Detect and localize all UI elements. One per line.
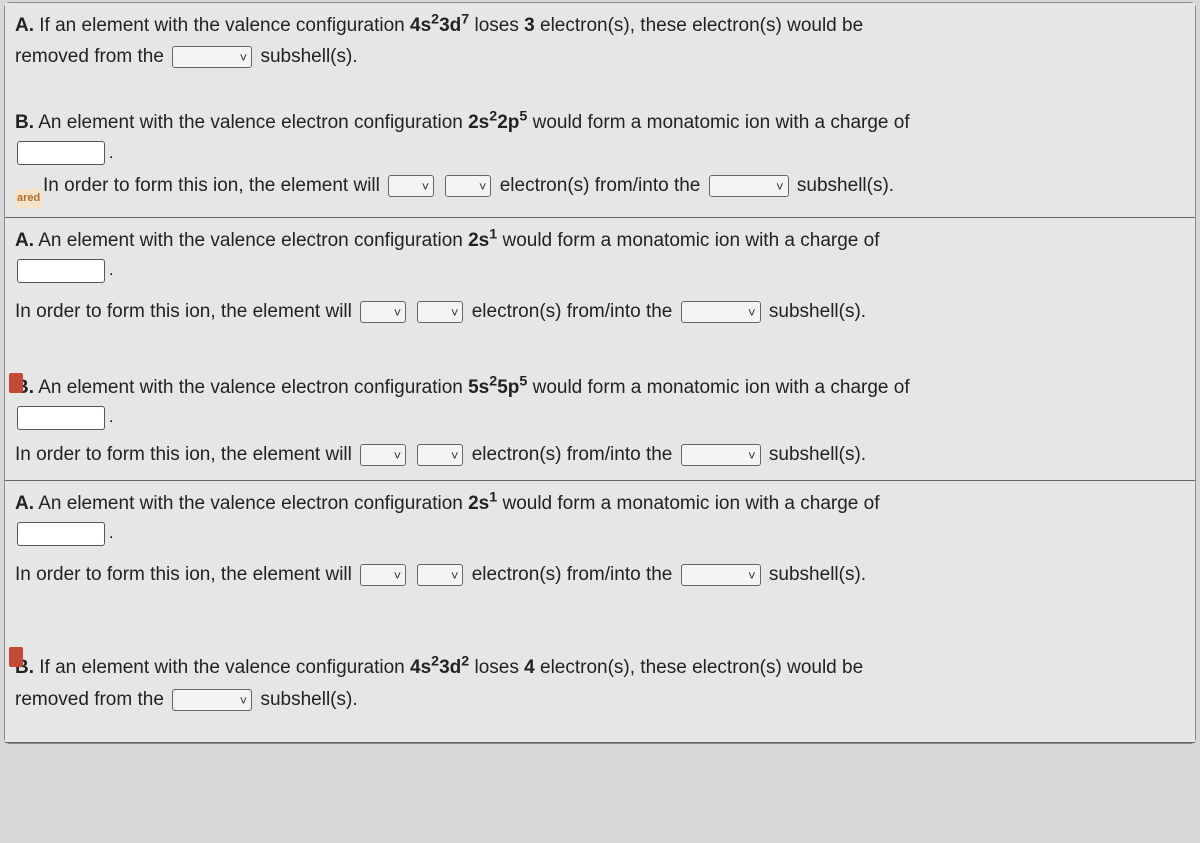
q5-formula: 2s1: [468, 493, 497, 514]
q5-charge-row: .: [15, 522, 1185, 546]
red-marker-1: [9, 373, 23, 393]
q6-text-before: If an element with the valence configura…: [39, 657, 404, 678]
q1-text-after1: electron(s), these electron(s) would be: [540, 15, 863, 36]
q3-text-before: An element with the valence electron con…: [38, 230, 463, 251]
label-a3: A.: [15, 493, 34, 514]
q2-line3: ared In order to form this ion, the elem…: [15, 171, 1185, 200]
q6-text-after1: electron(s), these electron(s) would be: [540, 657, 863, 678]
q6-line2-before: removed from the: [15, 689, 164, 710]
q5-line3: In order to form this ion, the element w…: [15, 560, 1185, 589]
q2-charge-row: .: [15, 141, 1185, 165]
q3-subshell-select[interactable]: [681, 301, 761, 323]
q4-count-select[interactable]: [417, 444, 463, 466]
q3-line3-before: In order to form this ion, the element w…: [15, 301, 352, 322]
q2-text-before: An element with the valence electron con…: [38, 112, 463, 133]
q5-text-after: would form a monatomic ion with a charge…: [502, 493, 879, 514]
q4-line3-mid: electron(s) from/into the: [472, 444, 673, 465]
q3-line3: In order to form this ion, the element w…: [15, 297, 1185, 326]
q3-formula: 2s1: [468, 230, 497, 251]
question-a2: A. An element with the valence electron …: [15, 226, 1185, 255]
q3-charge-input[interactable]: [17, 259, 105, 283]
q4-charge-row: .: [15, 406, 1185, 430]
q2-formula: 2s22p5: [468, 112, 527, 133]
q2-line3-mid: electron(s) from/into the: [500, 175, 701, 196]
label-a2: A.: [15, 230, 34, 251]
q6-line2-after: subshell(s).: [260, 689, 357, 710]
q2-count-select[interactable]: [445, 175, 491, 197]
q3-line3-mid: electron(s) from/into the: [472, 301, 673, 322]
q4-subshell-select[interactable]: [681, 444, 761, 466]
q4-text-before: An element with the valence electron con…: [38, 377, 463, 398]
question-b2: B. An element with the valence electron …: [15, 373, 1185, 402]
q4-gainlose-select[interactable]: [360, 444, 406, 466]
q2-line3-before: In order to form this ion, the element w…: [15, 175, 380, 196]
q5-charge-input[interactable]: [17, 522, 105, 546]
q5-line3-before: In order to form this ion, the element w…: [15, 564, 352, 585]
red-marker-2: [9, 647, 23, 667]
q4-line3-after: subshell(s).: [769, 444, 866, 465]
q1-text-before: If an element with the valence configura…: [39, 15, 404, 36]
q4-charge-input[interactable]: [17, 406, 105, 430]
q5-line3-mid: electron(s) from/into the: [472, 564, 673, 585]
q3-gainlose-select[interactable]: [360, 301, 406, 323]
q3-line3-after: subshell(s).: [769, 301, 866, 322]
q2-gainlose-select[interactable]: [388, 175, 434, 197]
q3-text-after: would form a monatomic ion with a charge…: [502, 230, 879, 251]
q6-text-mid: loses: [475, 657, 519, 678]
q2-cut-label: ared: [15, 189, 42, 208]
q2-period: .: [109, 145, 113, 162]
q4-formula: 5s25p5: [468, 377, 527, 398]
q1-count: 3: [524, 15, 535, 36]
q3-charge-row: .: [15, 259, 1185, 283]
q2-line3-after: subshell(s).: [797, 175, 894, 196]
q2-subshell-select[interactable]: [709, 175, 789, 197]
q5-gainlose-select[interactable]: [360, 564, 406, 586]
q5-count-select[interactable]: [417, 564, 463, 586]
q1-subshell-select[interactable]: [172, 46, 252, 68]
q2-charge-input[interactable]: [17, 141, 105, 165]
q1-line2-before: removed from the: [15, 46, 164, 67]
q1-text-mid: loses: [475, 15, 519, 36]
q1-formula: 4s23d7: [410, 15, 469, 36]
q6-subshell-select[interactable]: [172, 689, 252, 711]
q3-count-select[interactable]: [417, 301, 463, 323]
q6-line2: removed from the subshell(s).: [15, 685, 1185, 714]
q1-line2: removed from the subshell(s).: [15, 42, 1185, 71]
question-a3: A. An element with the valence electron …: [15, 489, 1185, 518]
q5-line3-after: subshell(s).: [769, 564, 866, 585]
q1-line2-after: subshell(s).: [260, 46, 357, 67]
question-a1: A. If an element with the valence config…: [15, 11, 1185, 40]
q5-subshell-select[interactable]: [681, 564, 761, 586]
q3-period: .: [109, 262, 113, 279]
q6-count: 4: [524, 657, 535, 678]
label-a1: A.: [15, 15, 34, 36]
q4-period: .: [109, 409, 113, 426]
question-b1: B. An element with the valence electron …: [15, 108, 1185, 137]
q5-period: .: [109, 525, 113, 542]
q4-line3-before: In order to form this ion, the element w…: [15, 444, 352, 465]
q2-text-after: would form a monatomic ion with a charge…: [533, 112, 910, 133]
question-b3: B. If an element with the valence config…: [15, 653, 1185, 682]
label-b1: B.: [15, 112, 34, 133]
q4-line3: In order to form this ion, the element w…: [15, 440, 1185, 469]
q6-formula: 4s23d2: [410, 657, 469, 678]
q5-text-before: An element with the valence electron con…: [38, 493, 463, 514]
q4-text-after: would form a monatomic ion with a charge…: [533, 377, 910, 398]
